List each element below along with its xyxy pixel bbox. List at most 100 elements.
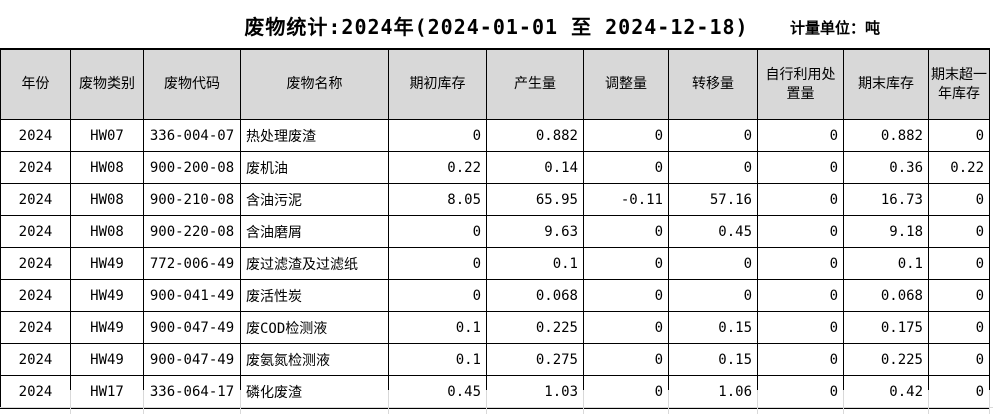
column-header-waste-code[interactable]: 废物代码 — [143, 48, 241, 120]
cell-waste-category[interactable]: HW08 — [70, 151, 144, 184]
cell-opening-stock[interactable]: 0 — [388, 215, 487, 248]
column-header-over-one-year-stock[interactable]: 期末超一年库存 — [928, 48, 990, 120]
cell-opening-stock[interactable]: 0 — [388, 247, 487, 280]
cell-closing-stock[interactable]: 0.068 — [843, 279, 929, 312]
cell-self-disposal-amount[interactable]: 0 — [757, 247, 844, 280]
cell-transferred-amount[interactable]: 0 — [668, 247, 758, 280]
cell-waste-code[interactable]: 900-210-08 — [143, 183, 241, 216]
cell-waste-code[interactable]: 900-041-49 — [143, 279, 241, 312]
cell-over-one-year-stock[interactable]: 0 — [928, 279, 990, 312]
cell-adjustment-amount[interactable]: 0 — [583, 311, 669, 344]
cell-closing-stock[interactable]: 0.42 — [843, 375, 929, 409]
cell-produced-amount[interactable]: 65.95 — [486, 183, 584, 216]
column-header-year[interactable]: 年份 — [0, 48, 71, 120]
cell-over-one-year-stock[interactable]: 0 — [928, 215, 990, 248]
column-header-opening-stock[interactable]: 期初库存 — [388, 48, 487, 120]
column-header-produced-amount[interactable]: 产生量 — [486, 48, 584, 120]
cell-produced-amount[interactable]: 9.63 — [486, 215, 584, 248]
cell-waste-name[interactable]: 废COD检测液 — [240, 311, 389, 344]
column-header-waste-name[interactable]: 废物名称 — [240, 48, 389, 120]
cell-waste-category[interactable]: HW08 — [70, 215, 144, 248]
cell-produced-amount[interactable]: 0.068 — [486, 279, 584, 312]
cell-waste-category[interactable]: HW08 — [70, 183, 144, 216]
cell-waste-name[interactable]: 热处理废渣 — [240, 119, 389, 152]
cell-waste-name[interactable]: 磷化废渣 — [240, 375, 389, 409]
cell-transferred-amount[interactable]: 0 — [668, 279, 758, 312]
cell-waste-name[interactable]: 废机油 — [240, 151, 389, 184]
cell-year[interactable]: 2024 — [0, 375, 71, 409]
cell-adjustment-amount[interactable]: 0 — [583, 119, 669, 152]
cell-transferred-amount[interactable]: 0 — [668, 119, 758, 152]
cell-year[interactable]: 2024 — [0, 151, 71, 184]
cell-waste-name[interactable]: 含油污泥 — [240, 183, 389, 216]
cell-adjustment-amount[interactable]: 0 — [583, 215, 669, 248]
cell-waste-code[interactable]: 336-064-17 — [143, 375, 241, 409]
cell-produced-amount[interactable]: 0.14 — [486, 151, 584, 184]
column-header-transferred-amount[interactable]: 转移量 — [668, 48, 758, 120]
cell-closing-stock[interactable]: 0.1 — [843, 247, 929, 280]
column-header-closing-stock[interactable]: 期末库存 — [843, 48, 929, 120]
cell-waste-code[interactable]: 772-006-49 — [143, 247, 241, 280]
cell-year[interactable]: 2024 — [0, 183, 71, 216]
cell-produced-amount[interactable]: 0.275 — [486, 343, 584, 376]
cell-year[interactable]: 2024 — [0, 343, 71, 376]
cell-self-disposal-amount[interactable]: 0 — [757, 151, 844, 184]
cell-self-disposal-amount[interactable]: 0 — [757, 375, 844, 409]
cell-waste-code[interactable]: 900-047-49 — [143, 343, 241, 376]
cell-over-one-year-stock[interactable]: 0 — [928, 311, 990, 344]
cell-over-one-year-stock[interactable]: 0 — [928, 119, 990, 152]
cell-adjustment-amount[interactable]: 0 — [583, 151, 669, 184]
cell-year[interactable]: 2024 — [0, 279, 71, 312]
cell-over-one-year-stock[interactable]: 0 — [928, 343, 990, 376]
cell-produced-amount[interactable]: 0.225 — [486, 311, 584, 344]
cell-transferred-amount[interactable]: 0.15 — [668, 311, 758, 344]
cell-waste-code[interactable]: 336-004-07 — [143, 119, 241, 152]
cell-opening-stock[interactable]: 0 — [388, 279, 487, 312]
cell-over-one-year-stock[interactable]: 0.22 — [928, 151, 990, 184]
cell-waste-category[interactable]: HW49 — [70, 247, 144, 280]
cell-waste-code[interactable]: 900-220-08 — [143, 215, 241, 248]
cell-closing-stock[interactable]: 0.175 — [843, 311, 929, 344]
cell-opening-stock[interactable]: 0.1 — [388, 343, 487, 376]
cell-opening-stock[interactable]: 0.1 — [388, 311, 487, 344]
cell-over-one-year-stock[interactable]: 0 — [928, 247, 990, 280]
cell-self-disposal-amount[interactable]: 0 — [757, 119, 844, 152]
cell-adjustment-amount[interactable]: 0 — [583, 375, 669, 409]
cell-waste-name[interactable]: 废活性炭 — [240, 279, 389, 312]
cell-produced-amount[interactable]: 1.03 — [486, 375, 584, 409]
cell-closing-stock[interactable]: 0.225 — [843, 343, 929, 376]
cell-adjustment-amount[interactable]: 0 — [583, 279, 669, 312]
cell-waste-name[interactable]: 废氨氮检测液 — [240, 343, 389, 376]
cell-closing-stock[interactable]: 0.882 — [843, 119, 929, 152]
cell-waste-name[interactable]: 废过滤渣及过滤纸 — [240, 247, 389, 280]
cell-opening-stock[interactable]: 8.05 — [388, 183, 487, 216]
cell-produced-amount[interactable]: 0.882 — [486, 119, 584, 152]
cell-year[interactable]: 2024 — [0, 119, 71, 152]
cell-over-one-year-stock[interactable]: 0 — [928, 183, 990, 216]
cell-opening-stock[interactable]: 0 — [388, 119, 487, 152]
cell-waste-code[interactable]: 900-047-49 — [143, 311, 241, 344]
column-header-waste-category[interactable]: 废物类别 — [70, 48, 144, 120]
cell-transferred-amount[interactable]: 0.15 — [668, 343, 758, 376]
cell-opening-stock[interactable]: 0.22 — [388, 151, 487, 184]
cell-transferred-amount[interactable]: 0.45 — [668, 215, 758, 248]
cell-closing-stock[interactable]: 9.18 — [843, 215, 929, 248]
cell-produced-amount[interactable]: 0.1 — [486, 247, 584, 280]
cell-self-disposal-amount[interactable]: 0 — [757, 215, 844, 248]
cell-transferred-amount[interactable]: 0 — [668, 151, 758, 184]
cell-transferred-amount[interactable]: 1.06 — [668, 375, 758, 409]
column-header-self-disposal-amount[interactable]: 自行利用处置量 — [757, 48, 844, 120]
cell-self-disposal-amount[interactable]: 0 — [757, 311, 844, 344]
cell-closing-stock[interactable]: 0.36 — [843, 151, 929, 184]
cell-opening-stock[interactable]: 0.45 — [388, 375, 487, 409]
cell-self-disposal-amount[interactable]: 0 — [757, 343, 844, 376]
cell-waste-category[interactable]: HW49 — [70, 343, 144, 376]
cell-over-one-year-stock[interactable]: 0 — [928, 375, 990, 409]
cell-waste-name[interactable]: 含油磨屑 — [240, 215, 389, 248]
cell-waste-category[interactable]: HW07 — [70, 119, 144, 152]
cell-self-disposal-amount[interactable]: 0 — [757, 183, 844, 216]
cell-transferred-amount[interactable]: 57.16 — [668, 183, 758, 216]
column-header-adjustment-amount[interactable]: 调整量 — [583, 48, 669, 120]
cell-self-disposal-amount[interactable]: 0 — [757, 279, 844, 312]
cell-year[interactable]: 2024 — [0, 247, 71, 280]
